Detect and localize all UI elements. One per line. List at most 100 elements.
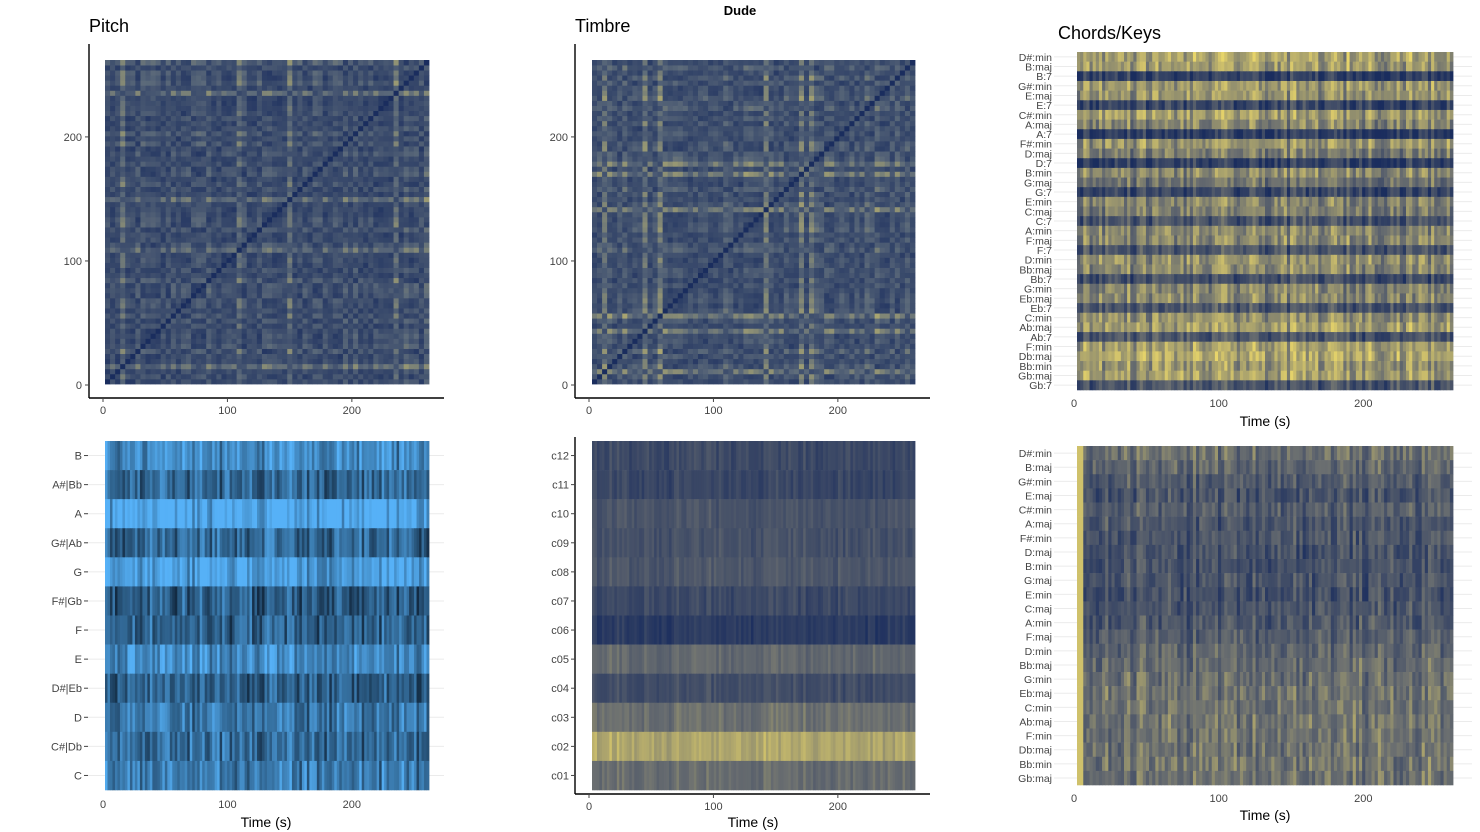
heatmap-cell [211, 277, 217, 284]
heatmap-cell [251, 156, 258, 162]
heatmap-cell [368, 105, 374, 112]
heatmap-cell [363, 297, 369, 304]
heatmap-cell [353, 277, 359, 284]
heatmap-cell [272, 201, 278, 208]
heatmap-cell [191, 333, 197, 339]
heatmap-cell [221, 211, 227, 218]
heatmap-cell [632, 267, 638, 274]
heatmap-cell [657, 211, 664, 218]
heatmap-cell [206, 110, 212, 117]
heatmap-cell [622, 363, 628, 370]
heatmap-cell [642, 363, 648, 370]
heatmap-cell [322, 60, 329, 66]
heatmap-cell [398, 206, 405, 213]
heatmap-cell [272, 120, 278, 127]
heatmap-cell [130, 156, 136, 162]
heatmap-cell [287, 90, 293, 96]
heatmap-cell [312, 156, 319, 162]
heatmap-cell [353, 90, 359, 96]
heatmap-cell [383, 90, 389, 96]
heatmap-cell [403, 292, 410, 299]
heatmap-cell [612, 161, 618, 167]
heatmap-cell [251, 90, 258, 96]
heatmap-cell [423, 161, 430, 167]
heatmap-cell [241, 292, 248, 299]
heatmap-cell [592, 95, 598, 101]
heatmap-cell [652, 95, 659, 101]
heatmap-cell [186, 242, 192, 248]
heatmap-cell [191, 247, 197, 253]
heatmap-cell [647, 191, 653, 198]
heatmap-cell [175, 211, 182, 218]
heatmap-cell [652, 303, 659, 309]
heatmap-cell [180, 110, 187, 117]
heatmap-cell [383, 85, 389, 91]
heatmap-cell [363, 161, 369, 167]
heatmap-cell [617, 216, 623, 223]
heatmap-cell [368, 100, 374, 106]
heatmap-cell [358, 186, 364, 193]
heatmap-cell [368, 191, 374, 198]
heatmap-cell [196, 338, 202, 344]
heatmap-cell [186, 90, 192, 96]
heatmap-cell [267, 282, 273, 289]
heatmap-cell [241, 141, 248, 147]
heatmap-cell [216, 201, 222, 208]
heatmap-cell [378, 176, 384, 182]
heatmap-cell [261, 237, 268, 243]
heatmap-cell [150, 146, 157, 152]
heatmap-cell [272, 368, 278, 375]
heatmap-cell [378, 353, 384, 360]
heatmap-cell [191, 353, 197, 360]
heatmap-cell [317, 333, 324, 339]
heatmap-cell [145, 272, 151, 279]
heatmap-cell [170, 211, 177, 218]
heatmap-cell [175, 257, 182, 263]
heatmap-cell [175, 232, 182, 238]
heatmap-cell [175, 95, 182, 101]
heatmap-cell [297, 303, 303, 309]
heatmap-cell [201, 287, 207, 294]
heatmap-cell [592, 242, 598, 248]
heatmap-cell [607, 216, 613, 223]
heatmap-cell [393, 100, 400, 106]
heatmap-cell [368, 303, 374, 309]
heatmap-cell [105, 323, 111, 329]
heatmap-cell [251, 262, 258, 268]
heatmap-cell [287, 156, 293, 162]
heatmap-cell [363, 277, 369, 284]
heatmap-cell [246, 70, 253, 76]
heatmap-cell [597, 60, 603, 66]
heatmap-cell [267, 353, 273, 360]
heatmap-cell [226, 252, 232, 258]
heatmap-cell [418, 60, 425, 66]
heatmap-cell [287, 272, 293, 279]
heatmap-cell [256, 216, 263, 223]
heatmap-cell [292, 166, 298, 172]
heatmap-cell [393, 141, 400, 147]
heatmap-cell [145, 338, 151, 344]
heatmap-cell [627, 166, 633, 172]
heatmap-cell [251, 237, 258, 243]
heatmap-cell [120, 181, 126, 187]
heatmap-cell [191, 151, 197, 157]
heatmap-cell [267, 358, 273, 365]
heatmap-cell [373, 90, 379, 96]
heatmap-cell [637, 282, 643, 289]
heatmap-cell [267, 328, 273, 334]
heatmap-cell [657, 282, 664, 289]
heatmap-cell [251, 201, 258, 208]
heatmap-cell [403, 161, 410, 167]
heatmap-cell [307, 181, 313, 187]
heatmap-cell [597, 282, 603, 289]
heatmap-cell [383, 115, 389, 122]
heatmap-cell [363, 252, 369, 258]
heatmap-cell [282, 287, 288, 294]
heatmap-cell [130, 171, 136, 177]
heatmap-cell [337, 176, 344, 182]
heatmap-cell [657, 206, 664, 213]
heatmap-cell [282, 171, 288, 177]
heatmap-cell [175, 70, 182, 76]
heatmap-cell [261, 125, 268, 132]
heatmap-cell [120, 125, 126, 132]
